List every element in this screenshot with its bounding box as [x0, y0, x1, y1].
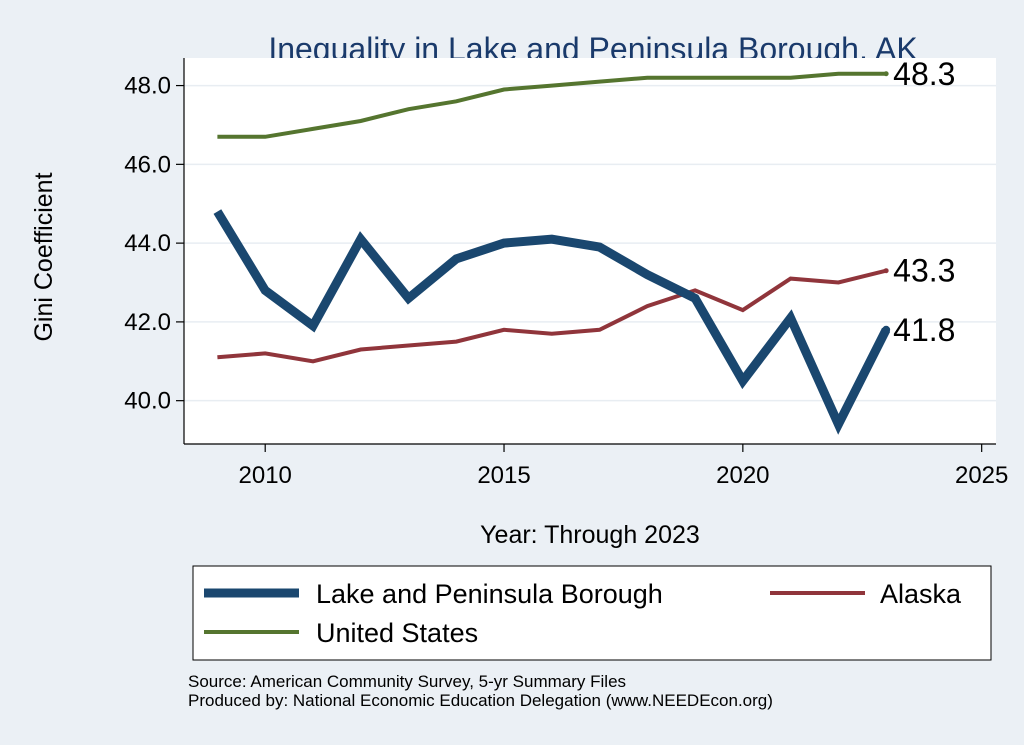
- y-tick-label-0: 40.0: [124, 388, 171, 415]
- x-tick-label-0: 2010: [239, 462, 292, 489]
- y-axis-label: Gini Coefficient: [30, 172, 58, 341]
- legend-box: [192, 565, 992, 661]
- y-tick-label-4: 48.0: [124, 73, 171, 100]
- end-point-lake-and-peninsula-borough: [882, 325, 891, 334]
- x-tick-label-1: 2015: [477, 462, 530, 489]
- source-line-2: Produced by: National Economic Education…: [188, 691, 773, 710]
- end-point-united-states: [883, 71, 889, 77]
- legend-label-alaska: Alaska: [880, 579, 962, 609]
- series-line-united-states: [217, 71, 887, 139]
- y-tick-label-3: 46.0: [124, 151, 171, 178]
- source-line-1: Source: American Community Survey, 5-yr …: [188, 672, 626, 691]
- plot-area: [184, 58, 996, 444]
- x-axis-label: Year: Through 2023: [480, 521, 700, 549]
- y-tick-label-1: 42.0: [124, 309, 171, 336]
- legend-label-united-states: United States: [316, 618, 478, 648]
- series-line-lake-and-peninsula-borough: [213, 209, 891, 435]
- end-label-lake-and-peninsula-borough: 41.8: [893, 312, 955, 348]
- end-labels: 41.8 43.3 48.3: [882, 56, 955, 348]
- axes: 40.0 42.0 44.0 46.0 48.0 2010 2015 2020 2025: [124, 58, 1008, 489]
- end-point-alaska: [883, 268, 889, 274]
- end-label-alaska: 43.3: [893, 253, 955, 289]
- legend: Lake and Peninsula Borough Alaska United S…: [192, 565, 992, 661]
- series-line-alaska: [217, 268, 887, 364]
- x-tick-label-3: 2025: [955, 462, 1008, 489]
- y-tick-label-2: 44.0: [124, 230, 171, 257]
- x-tick-label-2: 2020: [716, 462, 769, 489]
- legend-label-lake-and-peninsula-borough: Lake and Peninsula Borough: [316, 579, 663, 609]
- series-layer: [213, 71, 891, 435]
- end-label-united-states: 48.3: [893, 56, 955, 92]
